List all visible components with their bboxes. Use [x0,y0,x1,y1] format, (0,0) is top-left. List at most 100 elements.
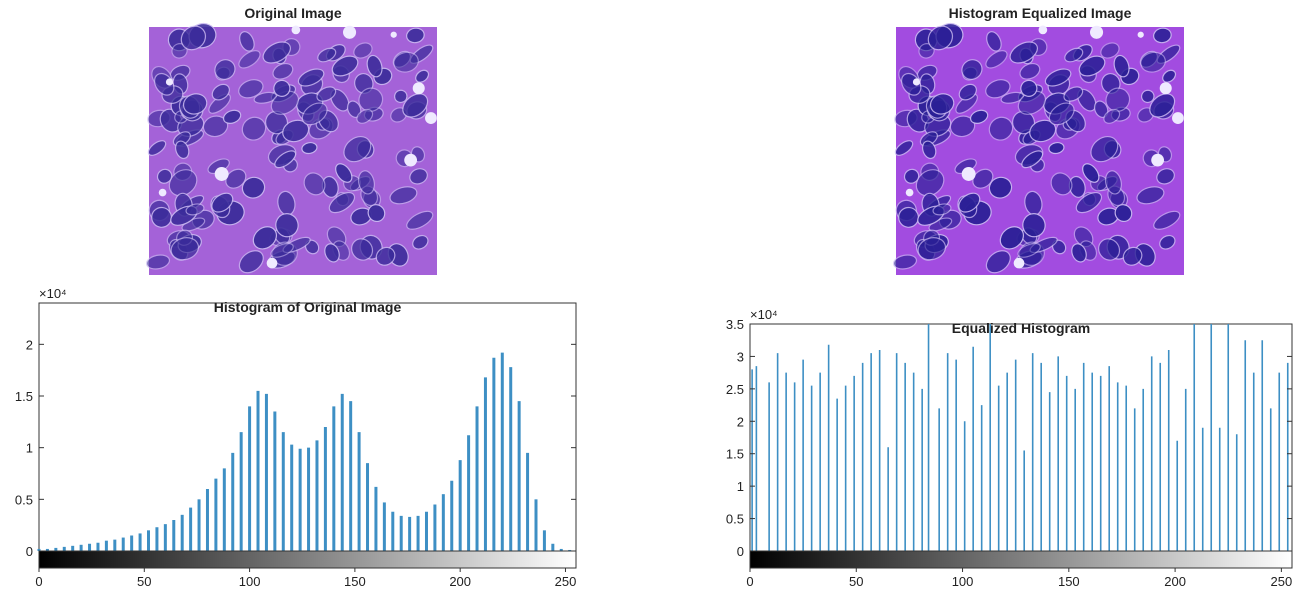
nucleus [317,47,337,63]
nucleus [316,86,337,102]
nucleus [898,206,920,228]
nucleus [241,176,266,199]
nucleus [988,176,1013,199]
nucleus [1103,108,1121,124]
nucleus [1153,210,1181,230]
nucleus [353,42,373,59]
clear-space [158,188,167,197]
y-tick-label: 0.5 [726,512,744,527]
nucleus [211,192,234,213]
nucleus [1075,191,1103,214]
nucleus [929,93,955,115]
nucleus [892,254,918,270]
nucleus [1156,168,1175,185]
nucleus [1071,243,1087,263]
nucleus [1048,102,1075,126]
y-tick-label: 0 [737,544,744,559]
nucleus [949,115,976,138]
nucleus [894,140,914,156]
nucleus [214,59,236,80]
nucleus [415,69,430,83]
nucleus [1149,93,1176,118]
nucleus [168,169,198,197]
nucleus [358,87,384,112]
x-tick-label: 0 [35,574,42,589]
nucleus [202,115,229,138]
nucleus [297,68,325,87]
image-title: Histogram Equalized Image [949,5,1132,21]
nucleus [985,250,1011,274]
nucleus [273,79,291,97]
nucleus [351,238,374,261]
x-tick-label: 250 [555,574,577,589]
nucleus [1078,55,1106,77]
nucleus [375,246,396,266]
nucleus [1064,47,1084,63]
nucleus [969,109,989,124]
x-tick-label: 200 [1164,574,1186,589]
x-tick-label: 250 [1271,574,1293,589]
nucleus [985,79,1011,99]
nucleus [222,109,242,124]
x-tick-label: 50 [849,574,863,589]
clear-space [1090,25,1104,39]
nucleus [1162,69,1177,83]
clear-space [1038,25,1048,35]
y-tick-label: 0.5 [15,492,33,507]
x-tick-label: 150 [1058,574,1080,589]
clear-space [390,31,397,38]
clear-space [1159,82,1172,95]
nucleus [961,59,983,80]
nucleus [985,50,1008,69]
y-tick-label: 1 [737,479,744,494]
nucleus [238,79,264,99]
nucleus [335,163,353,183]
nucleus [1017,242,1041,258]
nucleus [1029,119,1057,143]
nucleus [1063,86,1084,102]
nucleus [1136,186,1165,205]
nucleus [174,140,190,160]
y-tick-label: 3.5 [726,317,744,332]
clear-space [1013,257,1025,269]
chart-title: Histogram of Original Image [214,299,402,315]
nucleus [343,135,372,163]
x-tick-label: 50 [137,574,151,589]
nucleus [1021,150,1044,169]
nucleus [958,192,981,213]
y-tick-label: 0 [26,544,33,559]
nucleus [185,203,205,216]
nucleus [932,203,952,216]
nucleus [241,116,267,141]
x-tick-label: 150 [344,574,366,589]
nucleus [903,168,920,184]
x-tick-label: 100 [952,574,974,589]
x-tick-label: 0 [746,574,753,589]
nucleus [927,25,954,51]
y-tick-label: 3 [737,349,744,364]
clear-space [912,78,921,86]
x-tick-label: 100 [239,574,261,589]
nucleus [988,116,1014,141]
nucleus [367,204,386,223]
nucleus [1122,246,1143,266]
nucleus [239,31,255,52]
nucleus [301,141,318,155]
nucleus [262,41,292,64]
nucleus [180,25,207,51]
nucleus [393,89,408,104]
nucleus [393,51,419,73]
equalized-image [892,22,1184,275]
nucleus [275,213,299,238]
nucleus [1113,54,1130,78]
image-title: Original Image [244,5,341,21]
nucleus [1100,42,1120,59]
x-tick-label: 200 [449,574,471,589]
nucleus [147,140,167,156]
nucleus [409,168,428,185]
nucleus [1044,68,1072,87]
clear-space [1172,112,1184,124]
nucleus [151,206,173,228]
nucleus [328,191,356,214]
